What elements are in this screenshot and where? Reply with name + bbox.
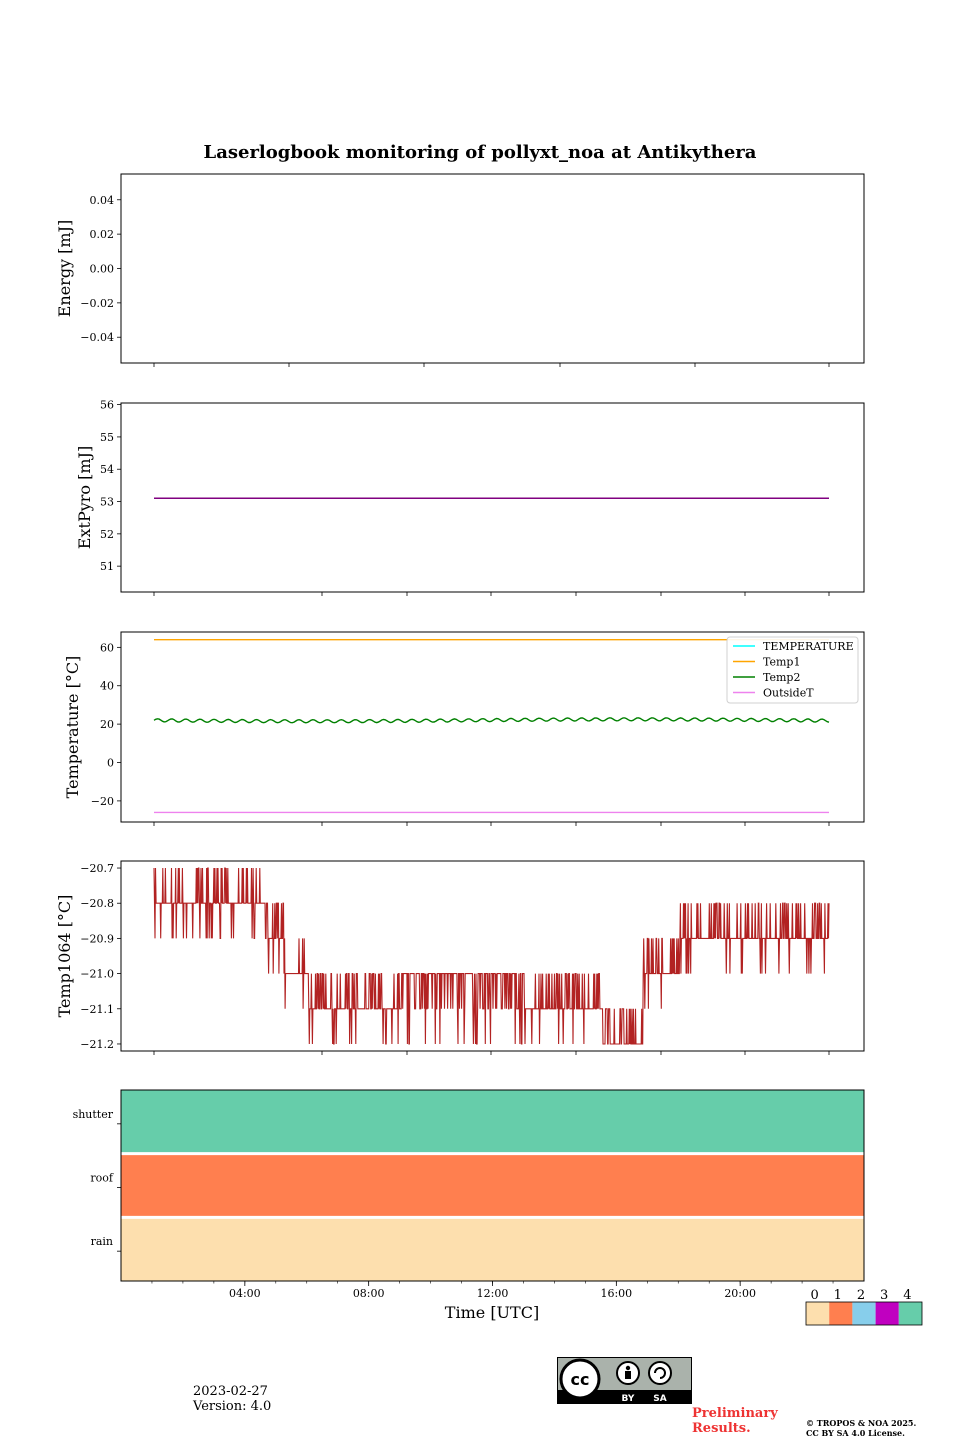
status-row-label-shutter: shutter <box>73 1108 114 1121</box>
panel-1-ylabel: ExtPyro [mJ] <box>75 446 94 549</box>
cc-icon <box>559 1358 601 1400</box>
svg-text:cc: cc <box>571 1370 590 1389</box>
panel-2-ytick-label: 0 <box>107 757 114 770</box>
panel-1-ytick-label: 56 <box>100 399 114 412</box>
status-row-roof <box>121 1153 864 1218</box>
legend-label-outsidet: OutsideT <box>763 687 814 700</box>
panel-1-ytick-label: 54 <box>100 463 114 476</box>
temp1064-line <box>153 867 830 1045</box>
colorbar-label-3: 3 <box>880 1288 888 1303</box>
panel-0-ytick-label: 0.00 <box>90 263 115 276</box>
colorbar-swatch-3 <box>875 1302 899 1325</box>
panel-1-ytick-label: 51 <box>100 560 114 573</box>
status-xtick-label: 12:00 <box>477 1287 509 1300</box>
colorbar-swatch-1 <box>829 1302 853 1325</box>
colorbar-swatch-2 <box>852 1302 876 1325</box>
panel-2-frame <box>120 631 865 823</box>
status-row-rain <box>121 1217 864 1281</box>
sa-icon <box>648 1361 672 1385</box>
panel-0-frame <box>120 173 865 364</box>
colorbar-label-2: 2 <box>857 1288 865 1303</box>
panel-0-ytick-label: 0.02 <box>90 228 115 241</box>
status-row-label-roof: roof <box>90 1172 114 1185</box>
copyright-note: © TROPOS & NOA 2025. CC BY SA 4.0 Licens… <box>806 1418 916 1438</box>
panel-3-ytick-label: −20.9 <box>80 932 114 945</box>
colorbar-label-1: 1 <box>834 1288 842 1303</box>
status-row-label-rain: rain <box>91 1235 113 1248</box>
temperature-legend: TEMPERATURE Temp1 Temp2 OutsideT <box>726 636 859 704</box>
colorbar-label-0: 0 <box>810 1288 818 1303</box>
panel-2-ytick-label: 60 <box>100 641 114 654</box>
panel-3-ytick-label: −21.1 <box>80 1003 114 1016</box>
date-version-block: 2023-02-27 Version: 4.0 <box>193 1384 271 1414</box>
legend-label-temp1: Temp1 <box>763 656 800 669</box>
panel-0-ytick-label: −0.02 <box>80 297 114 310</box>
status-xtick-label: 16:00 <box>600 1287 632 1300</box>
panel-3-ytick-label: −21.2 <box>80 1038 114 1051</box>
preliminary-results-note: Preliminary Results. <box>692 1406 778 1436</box>
panel-1-ytick-label: 53 <box>100 496 114 509</box>
colorbar-label-4: 4 <box>903 1288 911 1303</box>
colorbar-swatch-4 <box>898 1302 922 1325</box>
status-xtick-label: 04:00 <box>229 1287 261 1300</box>
panel-0-ylabel: Energy [mJ] <box>55 220 74 318</box>
preliminary-line-1: Preliminary <box>692 1406 778 1421</box>
panel-0-ytick-label: −0.04 <box>80 331 114 344</box>
badge-by-label: BY <box>622 1394 635 1404</box>
legend-box <box>726 636 859 704</box>
panel-2-ytick-label: 20 <box>100 718 114 731</box>
colorbar-swatch-0 <box>806 1302 830 1325</box>
badge-sa-label: SA <box>653 1394 666 1404</box>
panel-3-ytick-label: −20.8 <box>80 897 114 910</box>
date-label: 2023-02-27 <box>193 1384 268 1399</box>
status-xtick-label: 08:00 <box>353 1287 385 1300</box>
panel-3-ytick-label: −21.0 <box>80 968 114 981</box>
panel-3-ytick-label: −20.7 <box>80 862 114 875</box>
version-label: Version: 4.0 <box>193 1399 272 1414</box>
preliminary-line-2: Results. <box>692 1421 751 1436</box>
copyright-line-2: CC BY SA 4.0 License. <box>806 1428 905 1438</box>
cc-license-badge[interactable]: cc BY SA <box>557 1357 692 1404</box>
legend-label-temperature: TEMPERATURE <box>763 640 854 653</box>
panel-3-ylabel: Temp1064 [°C] <box>55 895 74 1018</box>
panel-1-ytick-label: 55 <box>100 431 114 444</box>
panel-2-ylabel: Temperature [°C] <box>63 656 82 799</box>
copyright-line-1: © TROPOS & NOA 2025. <box>806 1418 917 1428</box>
colorbar-frame <box>805 1301 923 1326</box>
panel-2-ytick-label: 40 <box>100 680 114 693</box>
x-axis-label: Time [UTC] <box>445 1303 539 1322</box>
legend-label-temp2: Temp2 <box>763 671 800 684</box>
status-xtick-label: 20:00 <box>724 1287 756 1300</box>
panel-1-frame <box>120 402 865 593</box>
panel-3-frame <box>120 860 865 1052</box>
panel-1-ytick-label: 52 <box>100 528 114 541</box>
status-row-shutter <box>121 1090 864 1154</box>
panel-2-ytick-label: −20 <box>91 795 114 808</box>
figure-title: Laserlogbook monitoring of pollyxt_noa a… <box>204 142 757 163</box>
series-temp2-line <box>153 717 830 724</box>
panel-0-ytick-label: 0.04 <box>90 194 115 207</box>
